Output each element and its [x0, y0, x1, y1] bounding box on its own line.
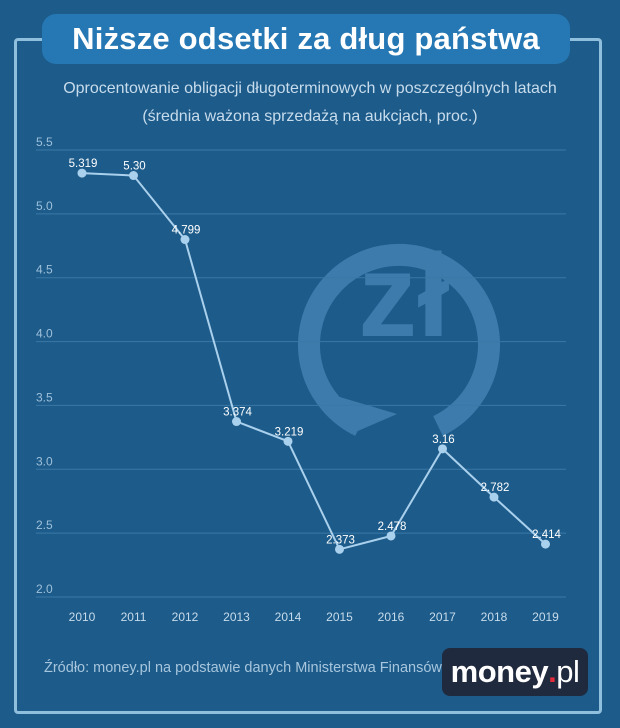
data-point: [541, 539, 550, 549]
y-axis: 2.0 2.5 3.0 3.5 4.0 4.5 5.0 5.5: [36, 135, 53, 596]
y-tick-label: 5.0: [36, 199, 53, 213]
x-tick-label: 2019: [532, 610, 559, 624]
source-note: Źródło: money.pl na podstawie danych Min…: [44, 660, 442, 676]
data-label: 5.30: [123, 161, 145, 173]
y-tick-label: 3.5: [36, 390, 53, 404]
title-banner: Niższe odsetki za dług państwa: [42, 14, 570, 64]
data-label: 2.414: [532, 529, 561, 541]
data-point: [489, 492, 499, 502]
data-point: [386, 531, 396, 541]
x-tick-label: 2013: [223, 610, 250, 624]
grid: [36, 149, 566, 598]
brand-logo: money. pl: [442, 648, 588, 696]
x-tick-label: 2015: [326, 610, 353, 624]
data-label: 2.478: [378, 521, 407, 533]
watermark-arrowhead: [333, 395, 397, 434]
x-tick-label: 2010: [69, 610, 96, 624]
data-label: 3.219: [275, 426, 304, 438]
series: 5.319 5.30 4.799 3.374 3.219 2.373 2.478 3.16 2.…: [69, 158, 561, 554]
zloty-circular-arrow-icon: zł: [298, 230, 500, 436]
y-tick-label: 4.5: [36, 263, 53, 277]
data-label: 2.782: [481, 482, 510, 494]
data-label: 2.373: [326, 534, 355, 546]
watermark-text: zł: [358, 230, 450, 362]
data-point: [438, 444, 447, 454]
brand-tld: pl: [556, 654, 580, 689]
y-tick-label: 3.0: [36, 454, 53, 468]
x-tick-label: 2017: [429, 610, 456, 624]
data-label: 3.374: [223, 407, 252, 419]
data-point: [129, 171, 138, 181]
x-tick-label: 2014: [275, 610, 302, 624]
data-label: 4.799: [172, 225, 201, 237]
data-point: [335, 544, 344, 554]
data-label: 3.16: [432, 434, 454, 446]
chart-subtitle-line1: Oprocentowanie obligacji długoterminowyc…: [63, 80, 557, 97]
y-tick-label: 5.5: [36, 135, 53, 149]
chart-subtitle-line2: (średnia ważona sprzedażą na aukcjach, p…: [142, 108, 478, 125]
x-tick-label: 2011: [121, 610, 147, 624]
brand-dot: .: [548, 654, 557, 689]
data-point: [283, 436, 293, 446]
y-tick-label: 4.0: [36, 327, 53, 341]
data-label: 5.319: [69, 158, 98, 170]
data-point: [180, 235, 190, 245]
brand-main: money: [450, 654, 549, 689]
x-tick-label: 2018: [481, 610, 508, 624]
x-tick-label: 2016: [378, 610, 405, 624]
x-tick-label: 2012: [172, 610, 199, 624]
chart-title: Niższe odsetki za dług państwa: [72, 21, 540, 56]
y-tick-label: 2.0: [36, 582, 53, 596]
series-line: [81, 172, 547, 551]
data-point: [77, 168, 87, 178]
data-point: [232, 417, 241, 427]
x-axis: 2010 2011 2012 2013 2014 2015 2016 2017 2018 2019: [69, 610, 560, 624]
y-tick-label: 2.5: [36, 518, 53, 532]
watermark-arc: [298, 243, 500, 436]
